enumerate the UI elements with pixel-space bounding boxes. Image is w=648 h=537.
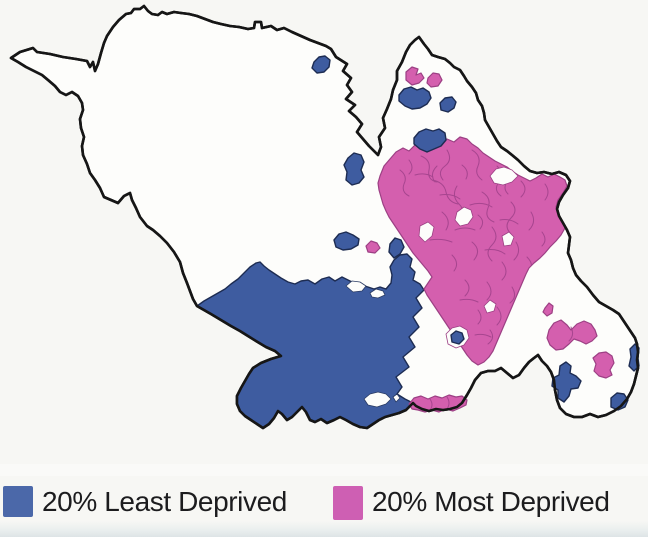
- unshaded-enclave: [418, 166, 519, 349]
- least-deprived-region: [196, 253, 425, 429]
- most-deprived-area: [377, 136, 568, 366]
- scan-artifact-band: [0, 464, 648, 476]
- legend-item-most: 20% Most Deprived: [333, 486, 610, 520]
- scan-edge-shadow: [0, 521, 648, 537]
- least-deprived-label: 20% Least Deprived: [42, 486, 287, 517]
- most-deprived-swatch: [333, 486, 363, 520]
- ward-line: [429, 326, 574, 411]
- deprivation-map: [9, 4, 640, 430]
- unshaded-enclave: [345, 280, 401, 408]
- legend: 20% Least Deprived 20% Most Deprived: [0, 486, 648, 526]
- least-deprived-swatch: [3, 486, 33, 517]
- most-deprived-outlying-areas: [365, 66, 615, 413]
- map-canvas: [9, 4, 640, 430]
- most-deprived-region: [377, 136, 568, 366]
- district-boundary-outline: [9, 4, 640, 430]
- legend-item-least: 20% Least Deprived: [3, 486, 287, 517]
- most-deprived-label: 20% Most Deprived: [372, 486, 610, 517]
